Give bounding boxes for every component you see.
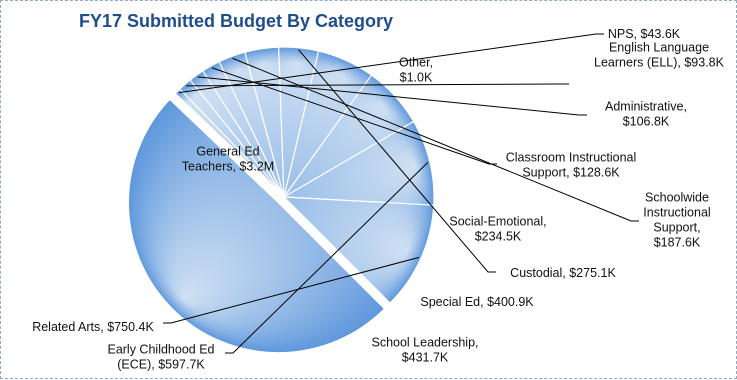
slice-label: Classroom Instructional Support, $128.6K	[506, 151, 637, 180]
leader-lines	[163, 33, 639, 354]
slice-label: English Language Learners (ELL), $93.8K	[594, 41, 725, 70]
slice-label: School Leadership, $431.7K	[371, 336, 478, 365]
slice-label: General Ed Teachers, $3.2M	[182, 145, 274, 174]
slice-label: Administrative, $106.8K	[605, 100, 687, 129]
slice-labels: General Ed Teachers, $3.2M Other, $1.0K NPS,…	[32, 27, 724, 372]
leader-line	[186, 83, 569, 87]
leader-line	[197, 76, 587, 116]
slice-label: Social-Emotional, $234.5K	[449, 215, 546, 244]
slice-label: Custodial, $275.1K	[510, 266, 616, 280]
slice-label: Early Childhood Ed (ECE), $597.7K	[107, 343, 214, 372]
leader-line	[211, 67, 497, 165]
slice-label: Schoolwide Instructional Support, $187.6K	[643, 191, 710, 250]
leader-line	[232, 57, 639, 222]
leader-line	[163, 256, 420, 324]
pie-slice	[127, 98, 386, 354]
chart-title: FY17 Submitted Budget By Category	[79, 11, 393, 31]
slices-layer	[127, 46, 435, 354]
slice-label: Special Ed, $400.9K	[420, 295, 534, 309]
leader-line	[298, 49, 496, 273]
pie-slice	[281, 120, 435, 206]
slice-label: NPS, $43.6K	[608, 27, 681, 41]
slice-label: Related Arts, $750.4K	[32, 320, 154, 334]
slice-label: Other, $1.0K	[399, 56, 433, 85]
leader-line	[225, 161, 429, 354]
pie-slice	[282, 196, 435, 304]
